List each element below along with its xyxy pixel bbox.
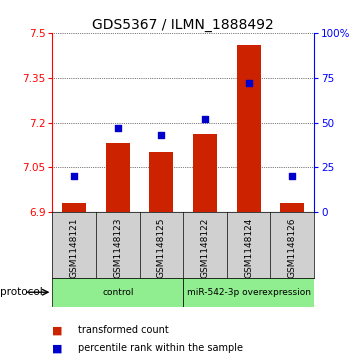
Text: GSM1148124: GSM1148124 [244, 217, 253, 278]
Point [115, 125, 121, 131]
Bar [280, 203, 304, 212]
Text: GSM1148126: GSM1148126 [288, 217, 297, 278]
Text: GSM1148121: GSM1148121 [70, 217, 79, 278]
Bar [193, 135, 217, 212]
Point [246, 80, 252, 86]
Bar [62, 203, 86, 212]
Title: GDS5367 / ILMN_1888492: GDS5367 / ILMN_1888492 [92, 18, 274, 32]
FancyBboxPatch shape [183, 278, 314, 307]
Point [290, 174, 295, 179]
Text: ■: ■ [52, 343, 63, 354]
Text: miR-542-3p overexpression: miR-542-3p overexpression [187, 288, 310, 297]
Text: GSM1148125: GSM1148125 [157, 217, 166, 278]
Text: GSM1148122: GSM1148122 [200, 217, 209, 278]
Bar [237, 45, 261, 212]
Bar [106, 143, 130, 212]
Point [71, 174, 77, 179]
Text: GSM1148123: GSM1148123 [113, 217, 122, 278]
Point [158, 132, 164, 138]
Bar [149, 152, 173, 212]
Text: percentile rank within the sample: percentile rank within the sample [78, 343, 243, 354]
Point [202, 116, 208, 122]
Text: ■: ■ [52, 325, 63, 335]
FancyBboxPatch shape [52, 278, 183, 307]
Text: transformed count: transformed count [78, 325, 168, 335]
Text: control: control [102, 288, 134, 297]
Text: protocol: protocol [0, 287, 43, 297]
